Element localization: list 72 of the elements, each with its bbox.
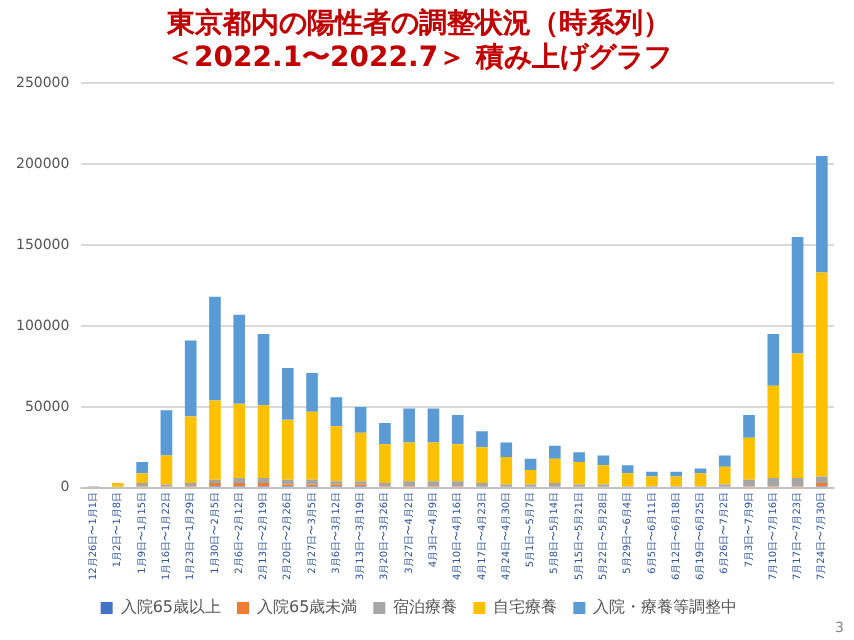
bar	[791, 236, 804, 354]
bar	[427, 481, 440, 487]
bar	[136, 473, 148, 483]
bar	[500, 457, 513, 485]
bar	[379, 423, 391, 445]
bar	[767, 385, 780, 479]
bar	[791, 478, 804, 487]
bar	[136, 461, 148, 474]
bar	[257, 405, 270, 479]
bar	[330, 426, 343, 482]
bar	[597, 465, 610, 485]
bar	[233, 403, 246, 479]
bar	[767, 478, 780, 487]
bar	[306, 372, 318, 412]
bar	[621, 473, 634, 487]
bar	[500, 442, 513, 458]
bar	[524, 470, 537, 485]
bar	[718, 466, 731, 485]
bar	[597, 455, 610, 466]
bar	[549, 445, 561, 459]
bar	[694, 468, 707, 474]
bar	[281, 368, 294, 420]
bar	[670, 476, 683, 487]
bar	[816, 272, 828, 477]
legend-label: 入院・療養等調整中	[593, 598, 738, 617]
bar	[427, 408, 440, 443]
bar	[209, 400, 221, 480]
bar	[160, 410, 173, 456]
bar	[354, 432, 367, 482]
bar	[427, 442, 440, 482]
chart-title: 東京都内の陽性者の調整状況（時系列）	[165, 6, 671, 41]
bar	[257, 334, 270, 406]
bar	[476, 431, 488, 448]
bar	[451, 414, 464, 445]
chart-subtitle: ＜2022.1〜2022.7＞ 積み上げグラフ	[166, 41, 672, 74]
bar	[767, 334, 780, 386]
bar	[281, 419, 294, 480]
bar	[816, 156, 828, 273]
legend-label: 入院65歳未満	[257, 598, 358, 617]
legend-label: 自宅療養	[493, 598, 558, 617]
bar	[791, 353, 804, 479]
bar	[524, 458, 537, 471]
legend-label: 入院65歳以上	[120, 598, 222, 617]
bar	[403, 442, 415, 482]
bar	[476, 447, 488, 483]
bar	[743, 479, 755, 487]
bar	[573, 461, 585, 485]
bar	[403, 481, 415, 487]
bar	[451, 444, 464, 482]
bar	[379, 444, 391, 483]
bar	[354, 406, 367, 433]
bar	[694, 473, 707, 487]
bar	[621, 465, 634, 474]
bar	[403, 408, 415, 443]
bar	[160, 455, 173, 485]
bar	[306, 411, 318, 480]
bar	[306, 479, 318, 485]
bar	[743, 437, 755, 480]
bar	[573, 452, 585, 462]
bar	[816, 476, 828, 483]
bar	[743, 414, 755, 438]
bar	[646, 476, 658, 487]
legend-label: 宿泊療養	[393, 598, 458, 617]
bar	[184, 416, 197, 483]
bar	[209, 296, 221, 401]
bar	[718, 455, 731, 467]
bar	[281, 479, 294, 485]
bar	[451, 481, 464, 487]
bar	[184, 340, 197, 417]
bar	[549, 458, 561, 483]
bar	[330, 397, 343, 427]
bar	[233, 314, 246, 404]
